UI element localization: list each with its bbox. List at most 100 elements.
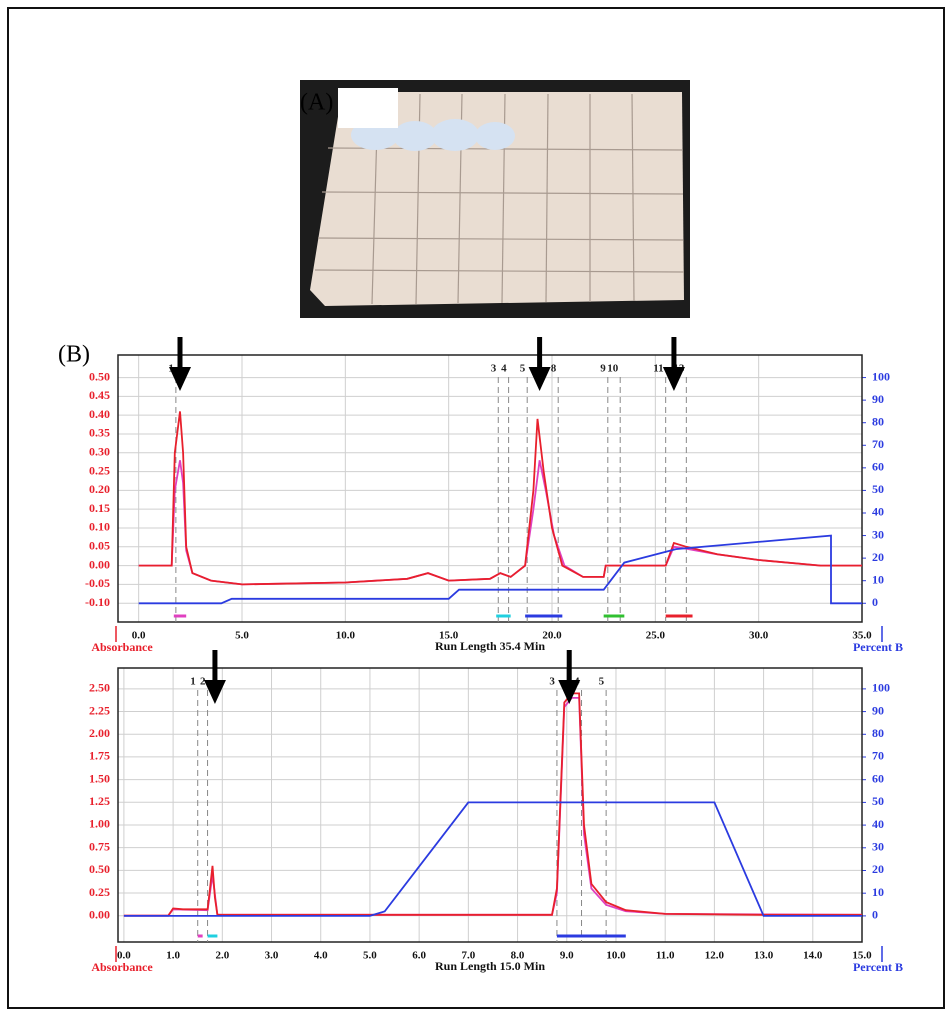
arrow-head [169, 367, 191, 391]
y2-tick-label: 90 [872, 703, 884, 717]
y-tick-label: -0.05 [85, 576, 110, 590]
x-tick-label: 11.0 [656, 950, 675, 962]
x-tick-label: 25.0 [646, 630, 666, 642]
plot-frame [117, 667, 863, 943]
y2-axis-label: Percent B [853, 960, 903, 974]
fraction-label: 5 [599, 676, 605, 688]
plate-photo [300, 80, 690, 318]
y2-tick-label: 0 [872, 908, 878, 922]
fraction-label: 10 [607, 363, 619, 375]
y2-tick-label: 100 [872, 681, 890, 695]
x-axis-label: Run Length 35.4 Min [435, 639, 545, 653]
x-tick-label: 0.0 [132, 630, 146, 642]
y-tick-label: 0.25 [89, 463, 110, 477]
fraction-label: 2 [200, 676, 206, 688]
y2-tick-label: 70 [872, 437, 884, 451]
x-tick-label: 7.0 [461, 950, 475, 962]
plot-area [118, 668, 862, 942]
y2-tick-label: 40 [872, 505, 884, 519]
y-tick-label: 1.00 [89, 817, 110, 831]
y-tick-label: 0.45 [89, 388, 110, 402]
y-axis-label: Absorbance [91, 960, 153, 974]
y-tick-label: 0.35 [89, 426, 110, 440]
y2-tick-label: 10 [872, 885, 884, 899]
y2-tick-label: 50 [872, 482, 884, 496]
x-tick-label: 15.0 [852, 950, 872, 962]
y-tick-label: 0.05 [89, 539, 110, 553]
y2-tick-label: 70 [872, 749, 884, 763]
x-tick-label: 4.0 [314, 950, 328, 962]
y-tick-label: 0.50 [89, 369, 110, 383]
y2-tick-label: 0 [872, 595, 878, 609]
arrow-head [662, 367, 685, 391]
y2-tick-label: 80 [872, 726, 884, 740]
y-tick-label: 0.10 [89, 520, 110, 534]
y-tick-label: 0.00 [89, 557, 110, 571]
y2-tick-label: 60 [872, 771, 884, 785]
y2-axis-label: Percent B [853, 640, 903, 654]
series-line [138, 534, 862, 605]
y2-tick-label: 30 [872, 527, 884, 541]
x-tick-label: 0.0 [117, 950, 131, 962]
y-tick-label: 0.75 [89, 839, 110, 853]
y-tick-label: 0.40 [89, 407, 110, 421]
y2-tick-label: 20 [872, 550, 884, 564]
x-tick-label: 13.0 [754, 950, 774, 962]
y-tick-label: 2.25 [89, 703, 110, 717]
y2-tick-label: 90 [872, 392, 884, 406]
arrow-head [203, 680, 226, 704]
x-tick-label: 8.0 [511, 950, 525, 962]
y-tick-label: 0.25 [89, 885, 110, 899]
y-tick-label: 0.15 [89, 501, 110, 515]
y2-tick-label: 60 [872, 460, 884, 474]
fraction-label: 3 [491, 363, 497, 375]
x-axis-label: Run Length 15.0 Min [435, 959, 545, 973]
x-tick-label: 1.0 [166, 950, 180, 962]
y-tick-label: 1.50 [89, 771, 110, 785]
y-tick-label: 0.30 [89, 445, 110, 459]
y2-tick-label: 50 [872, 794, 884, 808]
y2-tick-label: 100 [872, 369, 890, 383]
fraction-label: 5 [520, 363, 526, 375]
x-tick-label: 5.0 [363, 950, 377, 962]
panel-label: (B) [58, 342, 90, 368]
y-tick-label: 0.20 [89, 482, 110, 496]
y-axis-label: Absorbance [91, 640, 153, 654]
y2-tick-label: 40 [872, 817, 884, 831]
x-tick-label: 2.0 [215, 950, 229, 962]
y2-tick-label: 10 [872, 572, 884, 586]
y-tick-label: 0.00 [89, 907, 110, 921]
y-tick-label: -0.10 [85, 595, 110, 609]
y-tick-label: 1.75 [89, 749, 110, 763]
x-tick-label: 10.0 [336, 630, 356, 642]
x-tick-label: 30.0 [749, 630, 769, 642]
series-line [123, 692, 862, 917]
fraction-label: 1 [190, 676, 196, 688]
y-tick-label: 0.50 [89, 862, 110, 876]
x-tick-label: 12.0 [705, 950, 725, 962]
fraction-label: 3 [549, 676, 555, 688]
y2-tick-label: 80 [872, 414, 884, 428]
x-tick-label: 15.0 [439, 630, 459, 642]
plot-area [118, 355, 862, 622]
x-tick-label: 6.0 [412, 950, 426, 962]
x-tick-label: 5.0 [235, 630, 249, 642]
y2-tick-label: 30 [872, 840, 884, 854]
plot-frame [117, 354, 863, 623]
fraction-label: 8 [551, 363, 557, 375]
y-tick-label: 2.00 [89, 726, 110, 740]
fraction-label: 4 [501, 363, 507, 375]
fraction-label: 9 [600, 363, 606, 375]
x-tick-label: 9.0 [560, 950, 574, 962]
x-tick-label: 20.0 [542, 630, 562, 642]
x-tick-label: 35.0 [852, 630, 872, 642]
x-tick-label: 3.0 [265, 950, 279, 962]
arrow-head [528, 367, 551, 391]
x-tick-label: 10.0 [606, 950, 626, 962]
y-tick-label: 2.50 [89, 681, 110, 695]
x-tick-label: 14.0 [803, 950, 823, 962]
panel-label: (A) [300, 90, 333, 116]
fraction-label: 11 [653, 363, 663, 375]
y2-tick-label: 20 [872, 862, 884, 876]
